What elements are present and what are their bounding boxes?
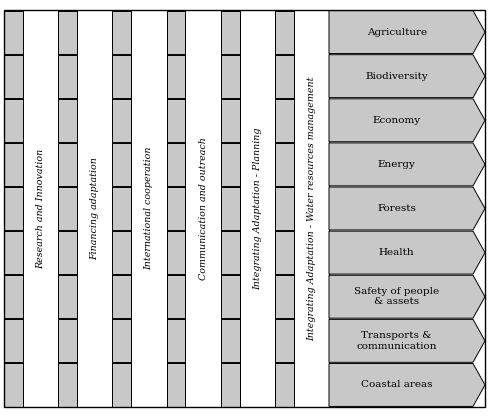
Bar: [58, 275, 77, 318]
Bar: [220, 99, 239, 142]
Bar: [112, 363, 131, 407]
Bar: [4, 10, 23, 54]
Text: Integrating Adaptation - Water resources management: Integrating Adaptation - Water resources…: [306, 76, 315, 341]
Bar: [274, 275, 293, 318]
Bar: [293, 10, 328, 407]
Bar: [112, 143, 131, 186]
Text: Research and Innovation: Research and Innovation: [36, 148, 45, 269]
Bar: [274, 363, 293, 407]
Text: Integrating Adaptation - Planning: Integrating Adaptation - Planning: [252, 127, 261, 290]
Bar: [166, 55, 185, 98]
Bar: [220, 231, 239, 274]
Text: Economy: Economy: [372, 116, 420, 125]
Text: Coastal areas: Coastal areas: [360, 380, 431, 389]
Bar: [4, 143, 23, 186]
Bar: [220, 363, 239, 407]
Bar: [4, 187, 23, 230]
Bar: [23, 10, 58, 407]
Bar: [58, 143, 77, 186]
Bar: [166, 99, 185, 142]
Bar: [131, 10, 166, 407]
Bar: [4, 275, 23, 318]
Bar: [220, 10, 239, 54]
Bar: [4, 319, 23, 362]
Text: Biodiversity: Biodiversity: [365, 72, 427, 80]
Bar: [58, 231, 77, 274]
Text: International cooperation: International cooperation: [144, 147, 153, 270]
Bar: [166, 143, 185, 186]
Bar: [185, 10, 220, 407]
Bar: [220, 143, 239, 186]
Bar: [58, 55, 77, 98]
Bar: [112, 231, 131, 274]
Bar: [166, 231, 185, 274]
Bar: [274, 187, 293, 230]
Text: Forests: Forests: [376, 204, 415, 213]
Bar: [58, 319, 77, 362]
Bar: [4, 231, 23, 274]
Bar: [58, 187, 77, 230]
Polygon shape: [328, 319, 484, 362]
Text: Financing adaptation: Financing adaptation: [90, 157, 99, 260]
Text: Safety of people
& assets: Safety of people & assets: [353, 287, 438, 306]
Bar: [112, 319, 131, 362]
Bar: [274, 99, 293, 142]
Text: Communication and outreach: Communication and outreach: [198, 137, 207, 280]
Bar: [4, 99, 23, 142]
Bar: [166, 275, 185, 318]
Bar: [220, 275, 239, 318]
Polygon shape: [328, 275, 484, 318]
Polygon shape: [328, 187, 484, 230]
Bar: [77, 10, 112, 407]
Text: Health: Health: [378, 248, 414, 257]
Bar: [274, 231, 293, 274]
Polygon shape: [328, 55, 484, 98]
Bar: [58, 99, 77, 142]
Bar: [239, 10, 274, 407]
Bar: [112, 10, 131, 54]
Bar: [274, 319, 293, 362]
Bar: [166, 10, 185, 54]
Bar: [112, 275, 131, 318]
Bar: [58, 363, 77, 407]
Bar: [220, 319, 239, 362]
Bar: [220, 55, 239, 98]
Bar: [166, 187, 185, 230]
Bar: [166, 319, 185, 362]
Bar: [166, 363, 185, 407]
Text: Energy: Energy: [377, 160, 415, 169]
Polygon shape: [328, 364, 484, 407]
Polygon shape: [328, 99, 484, 142]
Bar: [220, 187, 239, 230]
Bar: [274, 55, 293, 98]
Bar: [112, 55, 131, 98]
Bar: [274, 143, 293, 186]
Polygon shape: [328, 10, 484, 53]
Bar: [58, 10, 77, 54]
Bar: [112, 187, 131, 230]
Bar: [4, 55, 23, 98]
Bar: [274, 10, 293, 54]
Polygon shape: [328, 143, 484, 186]
Bar: [112, 99, 131, 142]
Bar: [4, 363, 23, 407]
Polygon shape: [328, 231, 484, 274]
Text: Agriculture: Agriculture: [366, 28, 426, 37]
Text: Transports &
communication: Transports & communication: [356, 331, 436, 351]
